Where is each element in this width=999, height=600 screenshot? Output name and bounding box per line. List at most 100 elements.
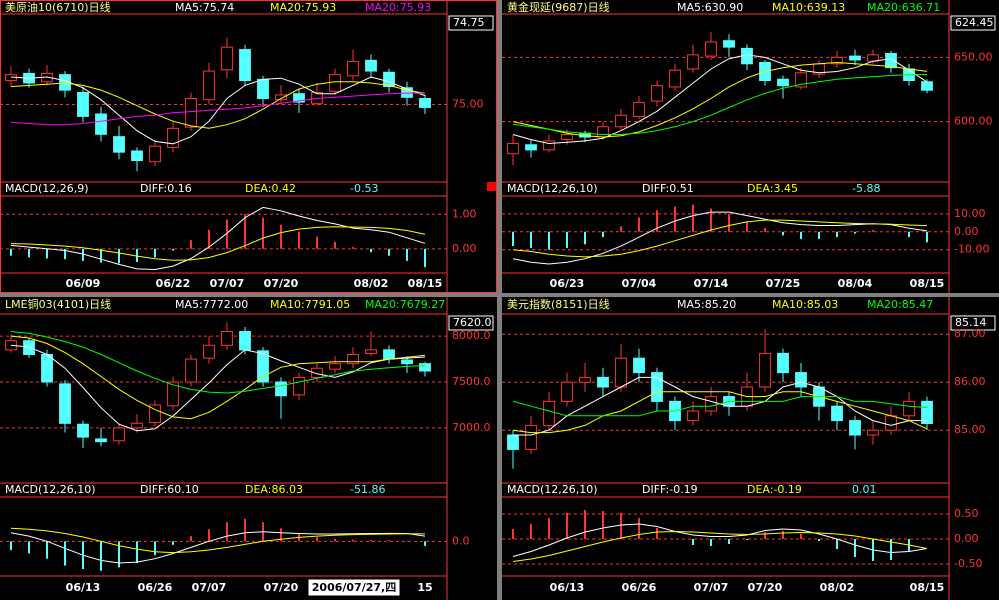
candle-body: [543, 400, 555, 426]
ma-line: [512, 74, 928, 135]
x-tick-label: 06/09: [66, 277, 101, 290]
last-price-box: [448, 15, 494, 31]
x-tick-label: 06/22: [156, 277, 191, 290]
candle-body: [275, 94, 287, 101]
ma-legend: MA10:639.13: [772, 1, 845, 14]
candle-body: [41, 353, 53, 383]
candle-body: [185, 98, 197, 128]
candle-body: [543, 140, 555, 151]
ma-legend: MA5:630.90: [677, 1, 743, 14]
ma-legend: MA10:85.03: [772, 298, 838, 311]
candle-body: [257, 350, 269, 383]
candle-body: [705, 41, 717, 57]
candle-body: [849, 420, 861, 436]
x-tick-label: 08/15: [408, 277, 443, 290]
x-tick-label: 08/04: [838, 277, 873, 290]
candle-body: [921, 400, 933, 424]
macd-value: -0.53: [350, 182, 378, 195]
x-tick-label: 06/13: [66, 581, 101, 594]
candle-body: [329, 74, 341, 92]
candle-body: [131, 422, 143, 429]
y-tick-label: 10.00: [954, 207, 986, 220]
panel: 美原油10(6710)日线 MA5:75.74 MA20:75.93 MA20:75.…: [0, 0, 497, 293]
macd-line: [10, 531, 426, 564]
candle-body: [419, 363, 431, 372]
panel-title: 黄金现延(9687)日线: [507, 0, 610, 14]
candle-body: [849, 55, 861, 61]
candle-body: [615, 114, 627, 128]
candle-body: [597, 376, 609, 388]
last-price-box: [950, 15, 996, 31]
y-tick-label: 7000.0: [452, 421, 491, 434]
candle-body: [561, 133, 573, 141]
candle-body: [885, 415, 897, 431]
x-tick-label: 08/02: [820, 581, 855, 594]
candle-body: [383, 349, 395, 360]
panel: 美元指数(8151)日线 MA5:85.20 MA10:85.03 MA20:85.4…: [502, 297, 999, 600]
candle-body: [275, 381, 287, 397]
ma-legend: MA5:7772.00: [175, 298, 248, 311]
candle-body: [149, 404, 161, 423]
last-price: 85.14: [955, 316, 987, 329]
macd-title: MACD(12,26,9): [5, 182, 89, 195]
cursor-label: 2006/07/27,四: [312, 581, 396, 594]
panel: LME铜03(4101)日线 MA5:7772.00 MA10:7791.05 MA2…: [0, 297, 497, 600]
candle-body: [615, 357, 627, 388]
candle-body: [365, 59, 377, 72]
candle-body: [633, 101, 645, 117]
y-tick-label: 7500.0: [452, 375, 491, 388]
panel: 黄金现延(9687)日线 MA5:630.90 MA10:639.13 MA20:63…: [502, 0, 999, 293]
candle-body: [239, 331, 251, 351]
x-tick-label: 07/07: [210, 277, 245, 290]
candle-body: [401, 359, 413, 365]
candle-body: [203, 70, 215, 101]
candle-body: [669, 69, 681, 88]
macd-legend: DIFF:0.16: [140, 182, 192, 195]
x-tick-label: 07/14: [694, 277, 729, 290]
candle-body: [705, 396, 717, 412]
y-tick-label: 0.0: [452, 534, 470, 547]
macd-legend: DEA:-0.19: [747, 483, 802, 496]
candle-body: [759, 352, 771, 388]
macd-title: MACD(12,26,10): [5, 483, 96, 496]
ma-line: [512, 61, 928, 138]
panel-bg: [502, 0, 999, 293]
candle-body: [507, 142, 519, 155]
candle-body: [185, 358, 197, 383]
candle-body: [347, 353, 359, 365]
candle-body: [777, 78, 789, 87]
x-tick-label: 06/26: [622, 581, 657, 594]
ma-line: [10, 335, 426, 420]
macd-title: MACD(12,26,10): [507, 182, 598, 195]
y-tick-label: -0.50: [954, 557, 982, 570]
candle-body: [95, 113, 107, 135]
ma-line: [10, 92, 426, 126]
x-tick-label: 07/20: [264, 277, 299, 290]
macd-title: MACD(12,26,10): [507, 483, 598, 496]
candle-body: [5, 340, 17, 351]
candle-body: [507, 434, 519, 450]
candle-body: [329, 363, 341, 370]
x-tick-label: 07/25: [766, 277, 801, 290]
macd-legend: DEA:3.45: [747, 182, 798, 195]
candle-body: [885, 53, 897, 69]
y-tick-label: 600.00: [954, 115, 993, 128]
candle-body: [113, 136, 125, 153]
candle-body: [77, 92, 89, 117]
candle-body: [651, 85, 663, 102]
candle-body: [221, 46, 233, 71]
x-tick-label: 08/15: [910, 277, 945, 290]
panel-title: LME铜03(4101)日线: [5, 297, 111, 311]
macd-line: [512, 219, 928, 258]
y-tick-label: 0.50: [954, 507, 979, 520]
y-tick-label: 85.00: [954, 423, 986, 436]
candle-body: [239, 49, 251, 82]
candle-body: [167, 381, 179, 407]
y-tick-label: 8000.0: [452, 329, 491, 342]
candle-body: [419, 98, 431, 108]
ma-legend: MA20:636.71: [867, 1, 940, 14]
panel-title: 美元指数(8151)日线: [507, 297, 610, 311]
panel-bg: [502, 297, 999, 600]
